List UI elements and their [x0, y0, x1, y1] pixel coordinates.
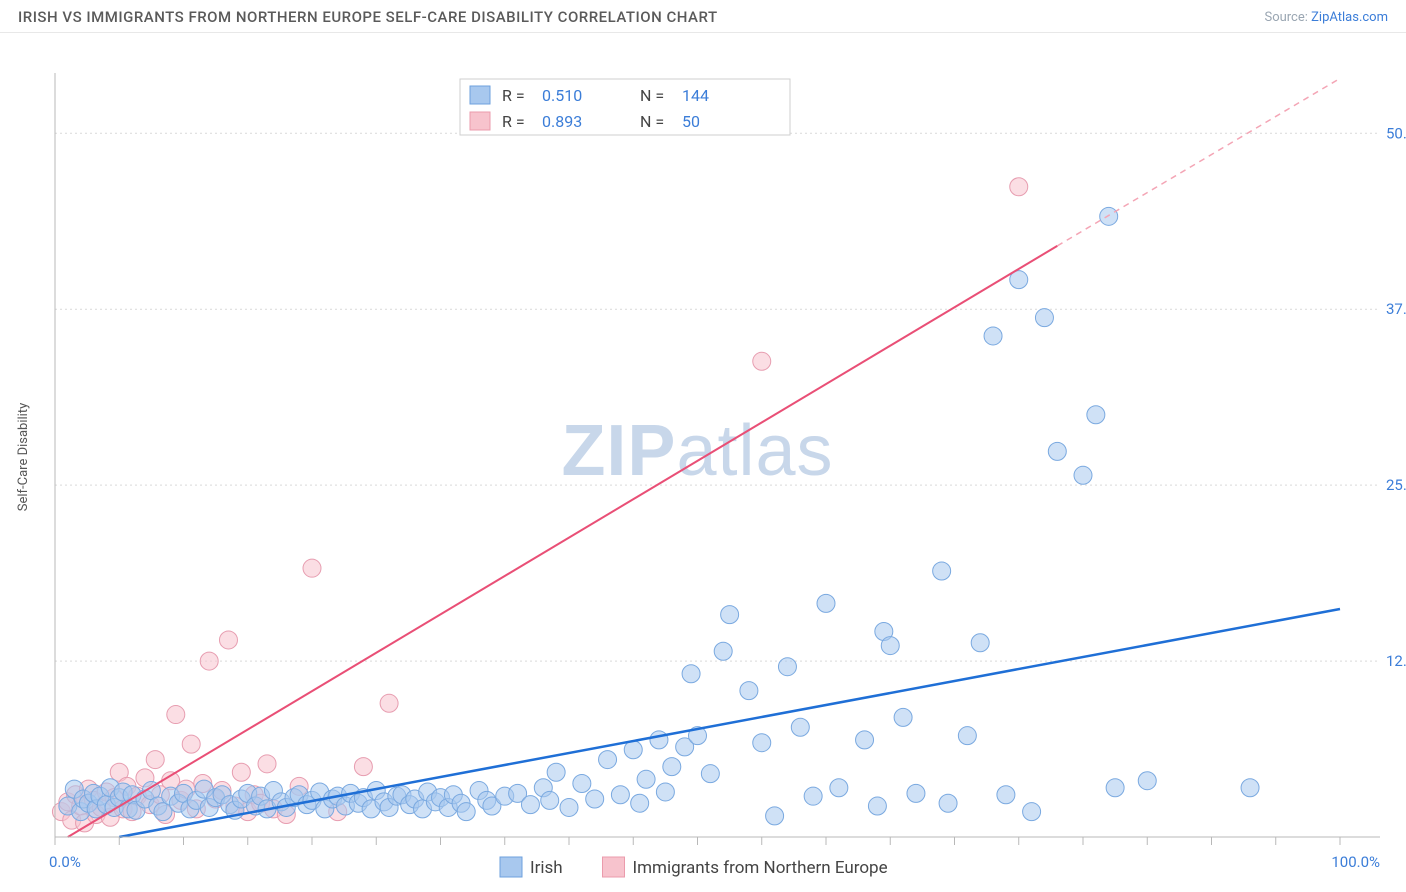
trendline-irish: [119, 609, 1340, 837]
source-credit: Source: ZipAtlas.com: [1264, 10, 1388, 25]
legend-swatch: [470, 112, 490, 130]
trendline-neur: [68, 246, 1057, 837]
data-point: [1241, 779, 1259, 797]
data-point: [303, 559, 321, 577]
bottom-legend-swatch: [500, 857, 522, 877]
x-tick-label: 0.0%: [49, 853, 81, 871]
data-point: [1035, 309, 1053, 327]
data-point: [1138, 772, 1156, 790]
data-point: [778, 658, 796, 676]
source-link[interactable]: ZipAtlas.com: [1311, 10, 1388, 25]
data-point: [766, 807, 784, 825]
trendline-neur-extrapolated: [1057, 78, 1340, 245]
data-point: [354, 758, 372, 776]
data-point: [167, 706, 185, 724]
data-point: [958, 727, 976, 745]
data-point: [146, 751, 164, 769]
chart-title: IRISH VS IMMIGRANTS FROM NORTHERN EUROPE…: [18, 8, 718, 26]
data-point: [804, 787, 822, 805]
watermark: ZIPatlas: [561, 411, 833, 491]
x-tick-label: 100.0%: [1331, 853, 1380, 871]
legend-r-value: 0.510: [542, 86, 582, 105]
data-point: [791, 718, 809, 736]
bottom-legend-label: Immigrants from Northern Europe: [633, 858, 888, 878]
data-point: [1087, 406, 1105, 424]
data-point: [881, 637, 899, 655]
data-point: [1074, 466, 1092, 484]
bottom-legend-label: Irish: [530, 858, 563, 878]
data-point: [560, 798, 578, 816]
data-point: [200, 652, 218, 670]
legend-n-value: 144: [682, 86, 709, 105]
data-point: [1048, 442, 1066, 460]
scatter-chart-svg: ZIPatlas 0.0% 100.0% 12.5% 25.0% 37.5% 50.0% Se…: [0, 33, 1406, 883]
y-tick-label: 25.0%: [1386, 476, 1406, 494]
data-point: [656, 783, 674, 801]
data-point: [1100, 207, 1118, 225]
legend-r-label: R =: [502, 112, 525, 131]
data-point: [1010, 178, 1028, 196]
data-point: [611, 786, 629, 804]
data-point: [599, 751, 617, 769]
data-point: [894, 708, 912, 726]
chart-area: ZIPatlas 0.0% 100.0% 12.5% 25.0% 37.5% 50.0% Se…: [0, 33, 1406, 883]
legend-swatch: [470, 86, 490, 104]
data-point: [232, 763, 250, 781]
data-point: [939, 794, 957, 812]
chart-header: IRISH VS IMMIGRANTS FROM NORTHERN EUROPE…: [0, 0, 1406, 33]
legend-r-value: 0.893: [542, 112, 582, 131]
data-point: [1023, 803, 1041, 821]
data-point: [856, 731, 874, 749]
data-point: [573, 775, 591, 793]
data-point: [997, 786, 1015, 804]
data-point: [521, 796, 539, 814]
data-point: [380, 694, 398, 712]
data-point: [637, 770, 655, 788]
data-point: [541, 791, 559, 809]
data-point: [586, 790, 604, 808]
data-point: [740, 682, 758, 700]
data-point: [1106, 779, 1124, 797]
data-point: [753, 352, 771, 370]
data-point: [650, 731, 668, 749]
data-point: [701, 765, 719, 783]
legend-n-value: 50: [682, 112, 700, 131]
legend-r-label: R =: [502, 86, 525, 105]
data-point: [721, 606, 739, 624]
data-point: [817, 594, 835, 612]
legend-n-label: N =: [640, 112, 664, 131]
bottom-legend-swatch: [603, 857, 625, 877]
data-point: [663, 758, 681, 776]
data-point: [933, 562, 951, 580]
data-point: [830, 779, 848, 797]
data-point: [547, 763, 565, 781]
data-point: [258, 755, 276, 773]
data-point: [714, 642, 732, 660]
source-prefix: Source:: [1264, 10, 1311, 25]
data-point: [753, 734, 771, 752]
data-point: [631, 794, 649, 812]
data-point: [219, 631, 237, 649]
legend-n-label: N =: [640, 86, 664, 105]
y-axis-title: Self-Care Disability: [16, 403, 31, 511]
data-point: [682, 665, 700, 683]
data-point: [868, 797, 886, 815]
y-tick-label: 50.0%: [1386, 124, 1406, 142]
y-tick-label: 37.5%: [1386, 300, 1406, 318]
data-point: [182, 735, 200, 753]
y-tick-label: 12.5%: [1386, 652, 1406, 670]
data-point: [457, 803, 475, 821]
data-point: [971, 634, 989, 652]
data-point: [984, 327, 1002, 345]
data-point: [907, 784, 925, 802]
